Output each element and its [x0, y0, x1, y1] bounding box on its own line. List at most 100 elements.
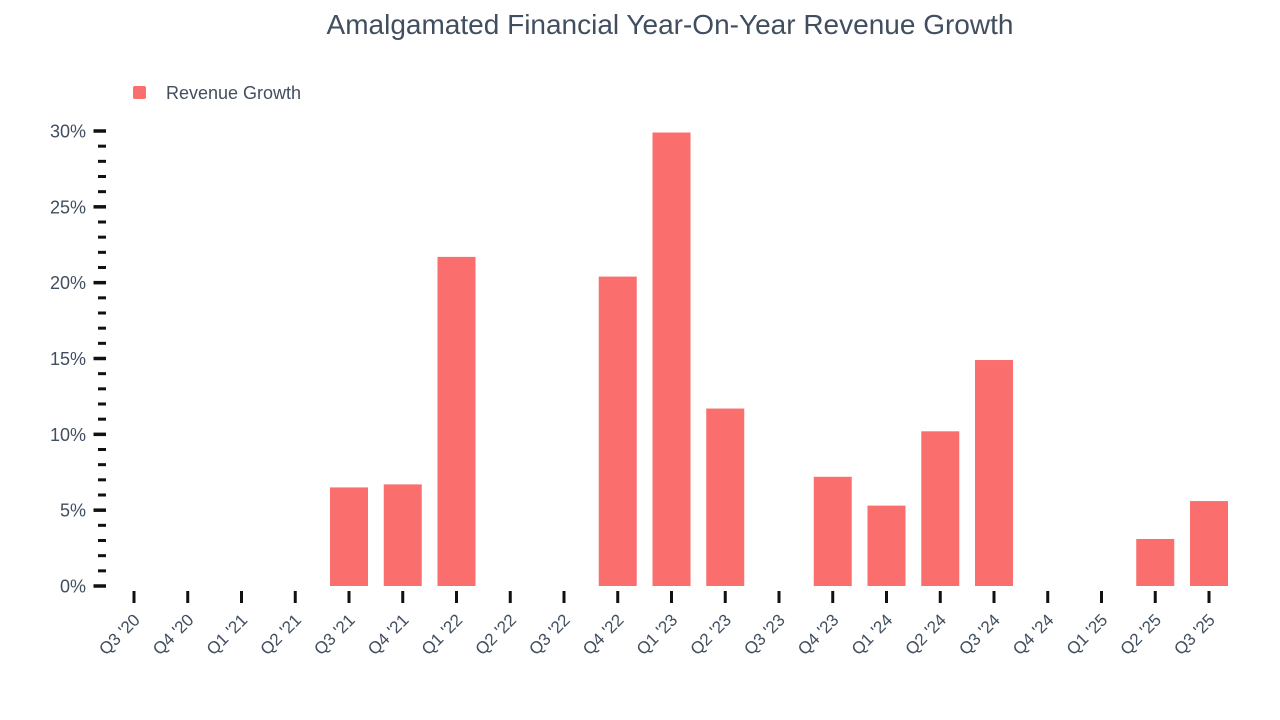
x-tick [132, 591, 136, 603]
x-tick-label: Q3 '24 [955, 610, 1003, 658]
legend: Revenue Growth [133, 83, 301, 103]
x-tick-label: Q2 '25 [1117, 610, 1165, 658]
x-tick-label-group: Q2 '24 [902, 610, 950, 658]
x-tick-label-group: Q1 '25 [1063, 610, 1111, 658]
x-tick [562, 591, 566, 603]
y-major-tick [93, 584, 106, 588]
bar-q2-25[interactable] [1136, 538, 1175, 586]
y-tick-label: 10% [50, 425, 86, 445]
x-tick-label: Q4 '22 [579, 610, 627, 658]
y-tick-label: 20% [50, 273, 86, 293]
x-tick-label: Q2 '23 [687, 610, 735, 658]
bar-q4-22[interactable] [598, 276, 637, 586]
x-tick [347, 591, 351, 603]
y-minor-tick [98, 235, 106, 239]
x-tick-label: Q1 '22 [418, 610, 466, 658]
x-tick-label-group: Q2 '22 [472, 610, 520, 658]
x-tick-label: Q3 '23 [740, 610, 788, 658]
y-minor-tick [98, 175, 106, 178]
bar-q3-25[interactable] [1190, 501, 1228, 586]
x-tick [992, 591, 996, 603]
y-minor-tick [98, 463, 106, 467]
y-tick-label: 30% [50, 122, 86, 142]
bar-q4-21[interactable] [383, 484, 422, 586]
y-minor-tick [98, 311, 106, 315]
y-minor-tick [98, 387, 106, 391]
y-minor-tick [98, 539, 106, 542]
y-minor-tick [98, 523, 106, 527]
x-tick-label-group: Q2 '25 [1117, 610, 1165, 658]
x-tick-label: Q2 '24 [902, 610, 950, 658]
bar-q1-24[interactable] [867, 505, 906, 586]
x-tick [186, 591, 190, 603]
y-tick-label: 5% [60, 501, 86, 521]
x-tick-label-group: Q2 '21 [257, 610, 305, 658]
y-minor-tick [98, 554, 106, 558]
y-major-tick [93, 129, 106, 133]
x-tick-label: Q3 '25 [1170, 610, 1218, 658]
bar-q1-22[interactable] [437, 256, 476, 586]
x-tick [455, 591, 458, 603]
x-tick-label-group: Q3 '20 [95, 610, 143, 658]
bar-q2-24[interactable] [921, 431, 960, 586]
y-major-tick [93, 432, 106, 437]
x-tick-label: Q2 '21 [257, 610, 305, 658]
y-major-tick [93, 280, 106, 285]
x-tick-label-group: Q4 '21 [364, 610, 412, 658]
x-tick-label-group: Q4 '20 [149, 610, 197, 658]
x-tick-label-group: Q1 '22 [418, 610, 466, 658]
bar-q1-23[interactable] [652, 132, 691, 586]
bar-q3-21[interactable] [330, 487, 368, 586]
y-major-tick [93, 356, 106, 361]
x-tick [293, 591, 297, 603]
x-tick [885, 591, 888, 603]
x-tick-label: Q1 '21 [203, 610, 251, 658]
x-tick [616, 591, 620, 603]
x-tick-label: Q1 '23 [633, 610, 681, 658]
y-minor-tick [98, 266, 106, 269]
y-minor-tick [98, 341, 106, 345]
x-tick [1207, 591, 1211, 603]
x-tick-label: Q4 '23 [794, 610, 842, 658]
legend-label: Revenue Growth [166, 83, 301, 103]
y-minor-tick [98, 402, 106, 406]
x-tick [1046, 591, 1050, 603]
x-tick-label-group: Q3 '25 [1170, 610, 1218, 658]
y-major-tick [93, 205, 106, 209]
x-tick-label: Q1 '25 [1063, 610, 1111, 658]
bar-q4-23[interactable] [813, 476, 852, 586]
x-tick-label-group: Q1 '24 [848, 610, 896, 658]
y-minor-tick [98, 372, 106, 376]
x-tick [723, 591, 727, 603]
y-tick-label: 0% [60, 577, 86, 597]
legend-swatch-icon [133, 86, 146, 99]
x-tick-label-group: Q4 '23 [794, 610, 842, 658]
x-tick-label-group: Q1 '21 [203, 610, 251, 658]
y-minor-tick [98, 220, 106, 224]
y-minor-tick [98, 296, 106, 300]
x-tick [401, 591, 405, 603]
y-tick-label: 15% [50, 349, 86, 369]
x-axis: Q3 '20 Q4 '20 Q1 '21 Q2 '21 Q3 '21 Q4 '21 Q1 '… [95, 591, 1219, 659]
x-tick [831, 591, 835, 603]
x-tick-label-group: Q2 '23 [687, 610, 735, 658]
bars-group [330, 132, 1228, 586]
y-tick-label: 25% [50, 197, 86, 217]
bar-q2-23[interactable] [706, 408, 745, 586]
x-tick [777, 591, 781, 603]
y-minor-tick [98, 569, 106, 573]
x-tick-label-group: Q4 '24 [1009, 610, 1057, 658]
x-tick [240, 591, 243, 603]
y-minor-tick [98, 478, 106, 482]
x-tick [938, 591, 942, 603]
bar-q3-24[interactable] [975, 360, 1013, 586]
x-tick-label-group: Q3 '24 [955, 610, 1003, 658]
x-tick-label-group: Q3 '23 [740, 610, 788, 658]
x-tick-label: Q3 '22 [525, 610, 573, 658]
y-minor-tick [98, 159, 106, 163]
y-minor-tick [98, 190, 106, 194]
x-tick-label: Q1 '24 [848, 610, 896, 658]
x-tick [1153, 591, 1157, 603]
